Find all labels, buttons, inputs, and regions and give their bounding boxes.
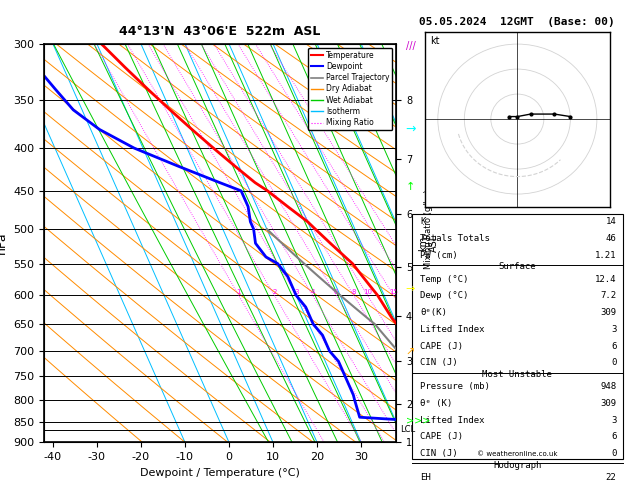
Text: Dewp (°C): Dewp (°C) bbox=[420, 292, 469, 300]
Text: CIN (J): CIN (J) bbox=[420, 358, 458, 367]
Text: 1.21: 1.21 bbox=[595, 251, 616, 260]
Text: 3: 3 bbox=[611, 416, 616, 425]
Text: θᵉ (K): θᵉ (K) bbox=[420, 399, 453, 408]
Text: Mixing Ratio (g/kg): Mixing Ratio (g/kg) bbox=[425, 189, 433, 269]
Text: Surface: Surface bbox=[499, 262, 536, 271]
Y-axis label: hPa: hPa bbox=[0, 232, 8, 254]
Text: 6: 6 bbox=[334, 289, 338, 295]
Text: K: K bbox=[420, 217, 426, 226]
Text: 12.4: 12.4 bbox=[595, 275, 616, 284]
Text: >>>: >>> bbox=[406, 416, 430, 425]
Text: Lifted Index: Lifted Index bbox=[420, 416, 485, 425]
Text: LCL: LCL bbox=[400, 425, 415, 434]
Text: Pressure (mb): Pressure (mb) bbox=[420, 382, 490, 391]
Title: 44°13'N  43°06'E  522m  ASL: 44°13'N 43°06'E 522m ASL bbox=[120, 25, 321, 38]
Text: Most Unstable: Most Unstable bbox=[482, 370, 552, 379]
Text: © weatheronline.co.uk: © weatheronline.co.uk bbox=[477, 451, 557, 457]
Text: θᵉ(K): θᵉ(K) bbox=[420, 308, 447, 317]
Legend: Temperature, Dewpoint, Parcel Trajectory, Dry Adiabat, Wet Adiabat, Isotherm, Mi: Temperature, Dewpoint, Parcel Trajectory… bbox=[308, 48, 392, 130]
Text: 8: 8 bbox=[352, 289, 356, 295]
Text: 948: 948 bbox=[600, 382, 616, 391]
Text: PW (cm): PW (cm) bbox=[420, 251, 458, 260]
X-axis label: Dewpoint / Temperature (°C): Dewpoint / Temperature (°C) bbox=[140, 468, 300, 478]
Text: 6: 6 bbox=[611, 342, 616, 350]
Text: 1: 1 bbox=[237, 289, 241, 295]
Text: kt: kt bbox=[430, 36, 440, 46]
Text: 309: 309 bbox=[600, 308, 616, 317]
Text: 2: 2 bbox=[272, 289, 276, 295]
Text: 309: 309 bbox=[600, 399, 616, 408]
Text: CAPE (J): CAPE (J) bbox=[420, 342, 464, 350]
Text: 3: 3 bbox=[611, 325, 616, 334]
Text: 0: 0 bbox=[611, 449, 616, 458]
Y-axis label: km
ASL: km ASL bbox=[418, 234, 440, 252]
Text: 46: 46 bbox=[606, 234, 616, 243]
Text: Lifted Index: Lifted Index bbox=[420, 325, 485, 334]
Text: 05.05.2024  12GMT  (Base: 00): 05.05.2024 12GMT (Base: 00) bbox=[419, 17, 615, 27]
Text: 14: 14 bbox=[606, 217, 616, 226]
Text: 15: 15 bbox=[389, 289, 398, 295]
Text: ↑: ↑ bbox=[406, 182, 415, 192]
Text: 10: 10 bbox=[363, 289, 372, 295]
Text: EH: EH bbox=[420, 473, 431, 482]
Text: Totals Totals: Totals Totals bbox=[420, 234, 490, 243]
Text: 22: 22 bbox=[606, 473, 616, 482]
Text: →: → bbox=[406, 284, 415, 294]
Text: CIN (J): CIN (J) bbox=[420, 449, 458, 458]
Text: 3: 3 bbox=[294, 289, 299, 295]
Text: 6: 6 bbox=[611, 433, 616, 441]
Text: CAPE (J): CAPE (J) bbox=[420, 433, 464, 441]
Text: Temp (°C): Temp (°C) bbox=[420, 275, 469, 284]
Text: 7.2: 7.2 bbox=[600, 292, 616, 300]
Text: 0: 0 bbox=[611, 358, 616, 367]
Text: →: → bbox=[406, 122, 416, 135]
Text: ///: /// bbox=[406, 41, 416, 51]
Text: Hodograph: Hodograph bbox=[493, 461, 542, 469]
Text: ↗: ↗ bbox=[406, 347, 415, 357]
Text: 4: 4 bbox=[310, 289, 314, 295]
